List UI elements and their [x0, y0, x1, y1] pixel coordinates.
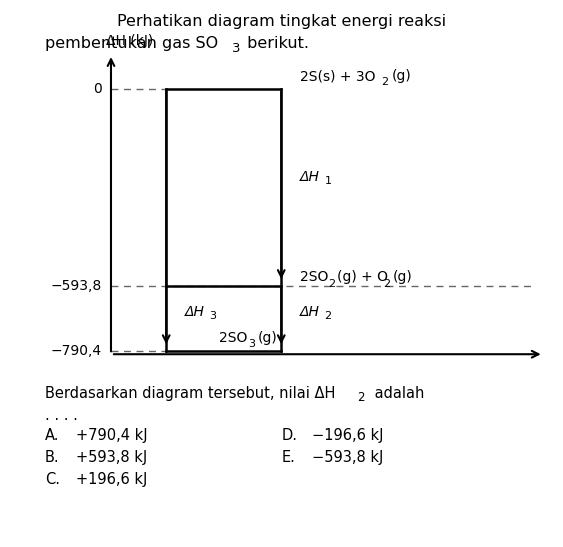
Text: 0: 0 [93, 82, 102, 96]
Text: . . . .: . . . . [45, 408, 78, 422]
Text: 1: 1 [324, 177, 332, 187]
Text: +593,8 kJ: +593,8 kJ [76, 450, 148, 465]
Text: ΔH: ΔH [300, 305, 320, 319]
Text: Berdasarkan diagram tersebut, nilai ΔH: Berdasarkan diagram tersebut, nilai ΔH [45, 386, 336, 400]
Text: −196,6 kJ: −196,6 kJ [312, 428, 384, 443]
Text: 2S(s) + 3O: 2S(s) + 3O [300, 69, 375, 83]
Text: (g): (g) [392, 270, 412, 284]
Text: −593,8 kJ: −593,8 kJ [312, 450, 384, 465]
Text: 3: 3 [209, 311, 216, 321]
Text: 2SO: 2SO [219, 331, 248, 345]
Text: D.: D. [282, 428, 297, 443]
Text: 2: 2 [382, 77, 388, 87]
Text: berikut.: berikut. [242, 36, 309, 50]
Text: 2: 2 [324, 311, 332, 321]
Text: (g) + O: (g) + O [337, 270, 388, 284]
Text: 2: 2 [328, 278, 336, 288]
Text: Perhatikan diagram tingkat energi reaksi: Perhatikan diagram tingkat energi reaksi [117, 14, 446, 28]
Text: 3: 3 [248, 339, 255, 349]
Text: pembentukan gas SO: pembentukan gas SO [45, 36, 218, 50]
Text: B.: B. [45, 450, 60, 465]
Text: +790,4 kJ: +790,4 kJ [76, 428, 148, 443]
Text: ΔH: ΔH [300, 171, 320, 184]
Text: ΔH (kJ): ΔH (kJ) [106, 33, 154, 48]
Text: −790,4: −790,4 [51, 344, 102, 358]
Text: 3: 3 [232, 42, 240, 55]
Text: A.: A. [45, 428, 60, 443]
Text: (g): (g) [257, 331, 277, 345]
Text: +196,6 kJ: +196,6 kJ [76, 472, 148, 487]
Text: ΔH: ΔH [185, 305, 204, 319]
Text: C.: C. [45, 472, 60, 487]
Text: 2: 2 [383, 278, 391, 288]
Text: (g): (g) [392, 69, 412, 83]
Text: −593,8: −593,8 [51, 279, 102, 293]
Text: 2: 2 [358, 391, 365, 404]
Text: adalah: adalah [370, 386, 425, 400]
Text: E.: E. [282, 450, 296, 465]
Text: 2SO: 2SO [300, 270, 328, 284]
